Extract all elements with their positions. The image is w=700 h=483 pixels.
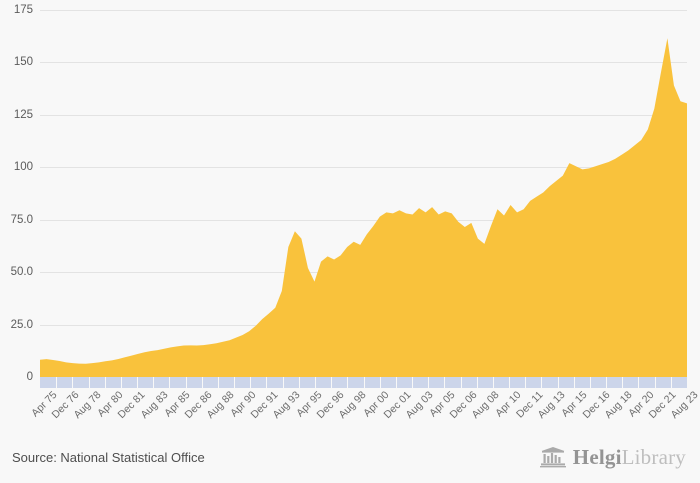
gridline (40, 114, 687, 116)
x-axis-band (40, 377, 687, 388)
y-axis-tick-label: 175 (13, 4, 33, 16)
x-axis-tick-separator (606, 377, 608, 388)
x-axis-tick-separator (88, 377, 90, 388)
x-axis-tick-separator (201, 377, 203, 388)
y-axis-tick-label: 150 (13, 56, 33, 69)
x-axis-tick-separator (266, 377, 268, 388)
x-axis-tick-separator (654, 377, 656, 388)
x-axis-tick-separator (363, 377, 365, 388)
x-axis-tick-separator (492, 377, 494, 388)
x-axis-tick-separator (525, 377, 527, 388)
x-axis-tick-separator (104, 377, 106, 388)
x-axis-tick-separator (395, 377, 397, 388)
x-axis-tick-separator (460, 377, 462, 388)
x-axis-tick-separator (153, 377, 155, 388)
x-axis-tick-separator (670, 377, 672, 388)
x-axis-tick-separator (314, 377, 316, 388)
x-axis-tick-separator (217, 377, 219, 388)
y-axis-tick-label: 0 (26, 371, 33, 383)
y-axis-tick-label: 125 (13, 108, 33, 121)
x-axis-tick-separator (234, 377, 236, 388)
area-series (40, 10, 687, 377)
x-axis-tick-separator (622, 377, 624, 388)
y-axis-tick-label: 75.0 (10, 213, 33, 226)
y-axis-tick-label: 25.0 (10, 318, 33, 331)
x-axis-tick-separator (72, 377, 74, 388)
brand-logo: HelgiLibrary (539, 445, 686, 470)
x-axis-tick-separator (120, 377, 122, 388)
plot-area (40, 10, 687, 378)
x-axis-tick-separator (282, 377, 284, 388)
x-axis-tick-separator (412, 377, 414, 388)
y-axis-tick-label: 50.0 (10, 266, 33, 279)
gridline (40, 167, 687, 169)
brand-name: HelgiLibrary (573, 445, 686, 470)
x-axis-tick-separator (509, 377, 511, 388)
library-building-icon (539, 446, 566, 467)
x-axis-tick-separator (169, 377, 171, 388)
x-axis-tick-separator (137, 377, 139, 388)
gridline (40, 219, 687, 221)
source-label: Source: National Statistical Office (12, 450, 205, 465)
gridline (40, 10, 687, 11)
y-axis-tick-label: 100 (13, 161, 33, 174)
x-axis-tick-separator (56, 377, 58, 388)
x-axis-tick-separator (444, 377, 446, 388)
x-axis-tick-separator (331, 377, 333, 388)
area-series-svg (40, 38, 687, 377)
x-axis-tick-separator (185, 377, 187, 388)
x-axis-tick-separator (347, 377, 349, 388)
x-axis-tick-separator (428, 377, 430, 388)
x-axis-tick-separator (250, 377, 252, 388)
x-axis-tick-separator (379, 377, 381, 388)
x-axis-tick-separator (298, 377, 300, 388)
x-axis-tick-separator (541, 377, 543, 388)
x-axis-tick-separator (638, 377, 640, 388)
x-axis-tick-separator (589, 377, 591, 388)
x-axis-tick-separator (557, 377, 559, 388)
x-axis-tick-separator (573, 377, 575, 388)
x-axis-labels: Apr 75 Dec 76 Aug 78 Apr 80 Dec 81 Aug 83 Apr … (29, 389, 700, 434)
area-series-path (40, 38, 687, 377)
brand-name-bold: Helgi (572, 445, 622, 469)
gridline (40, 62, 687, 64)
x-axis-tick-separator (476, 377, 478, 388)
brand-name-light: Library (621, 445, 686, 469)
y-axis-labels: 0 25.0 50.0 75.0 100 125 150 175 (0, 4, 33, 383)
